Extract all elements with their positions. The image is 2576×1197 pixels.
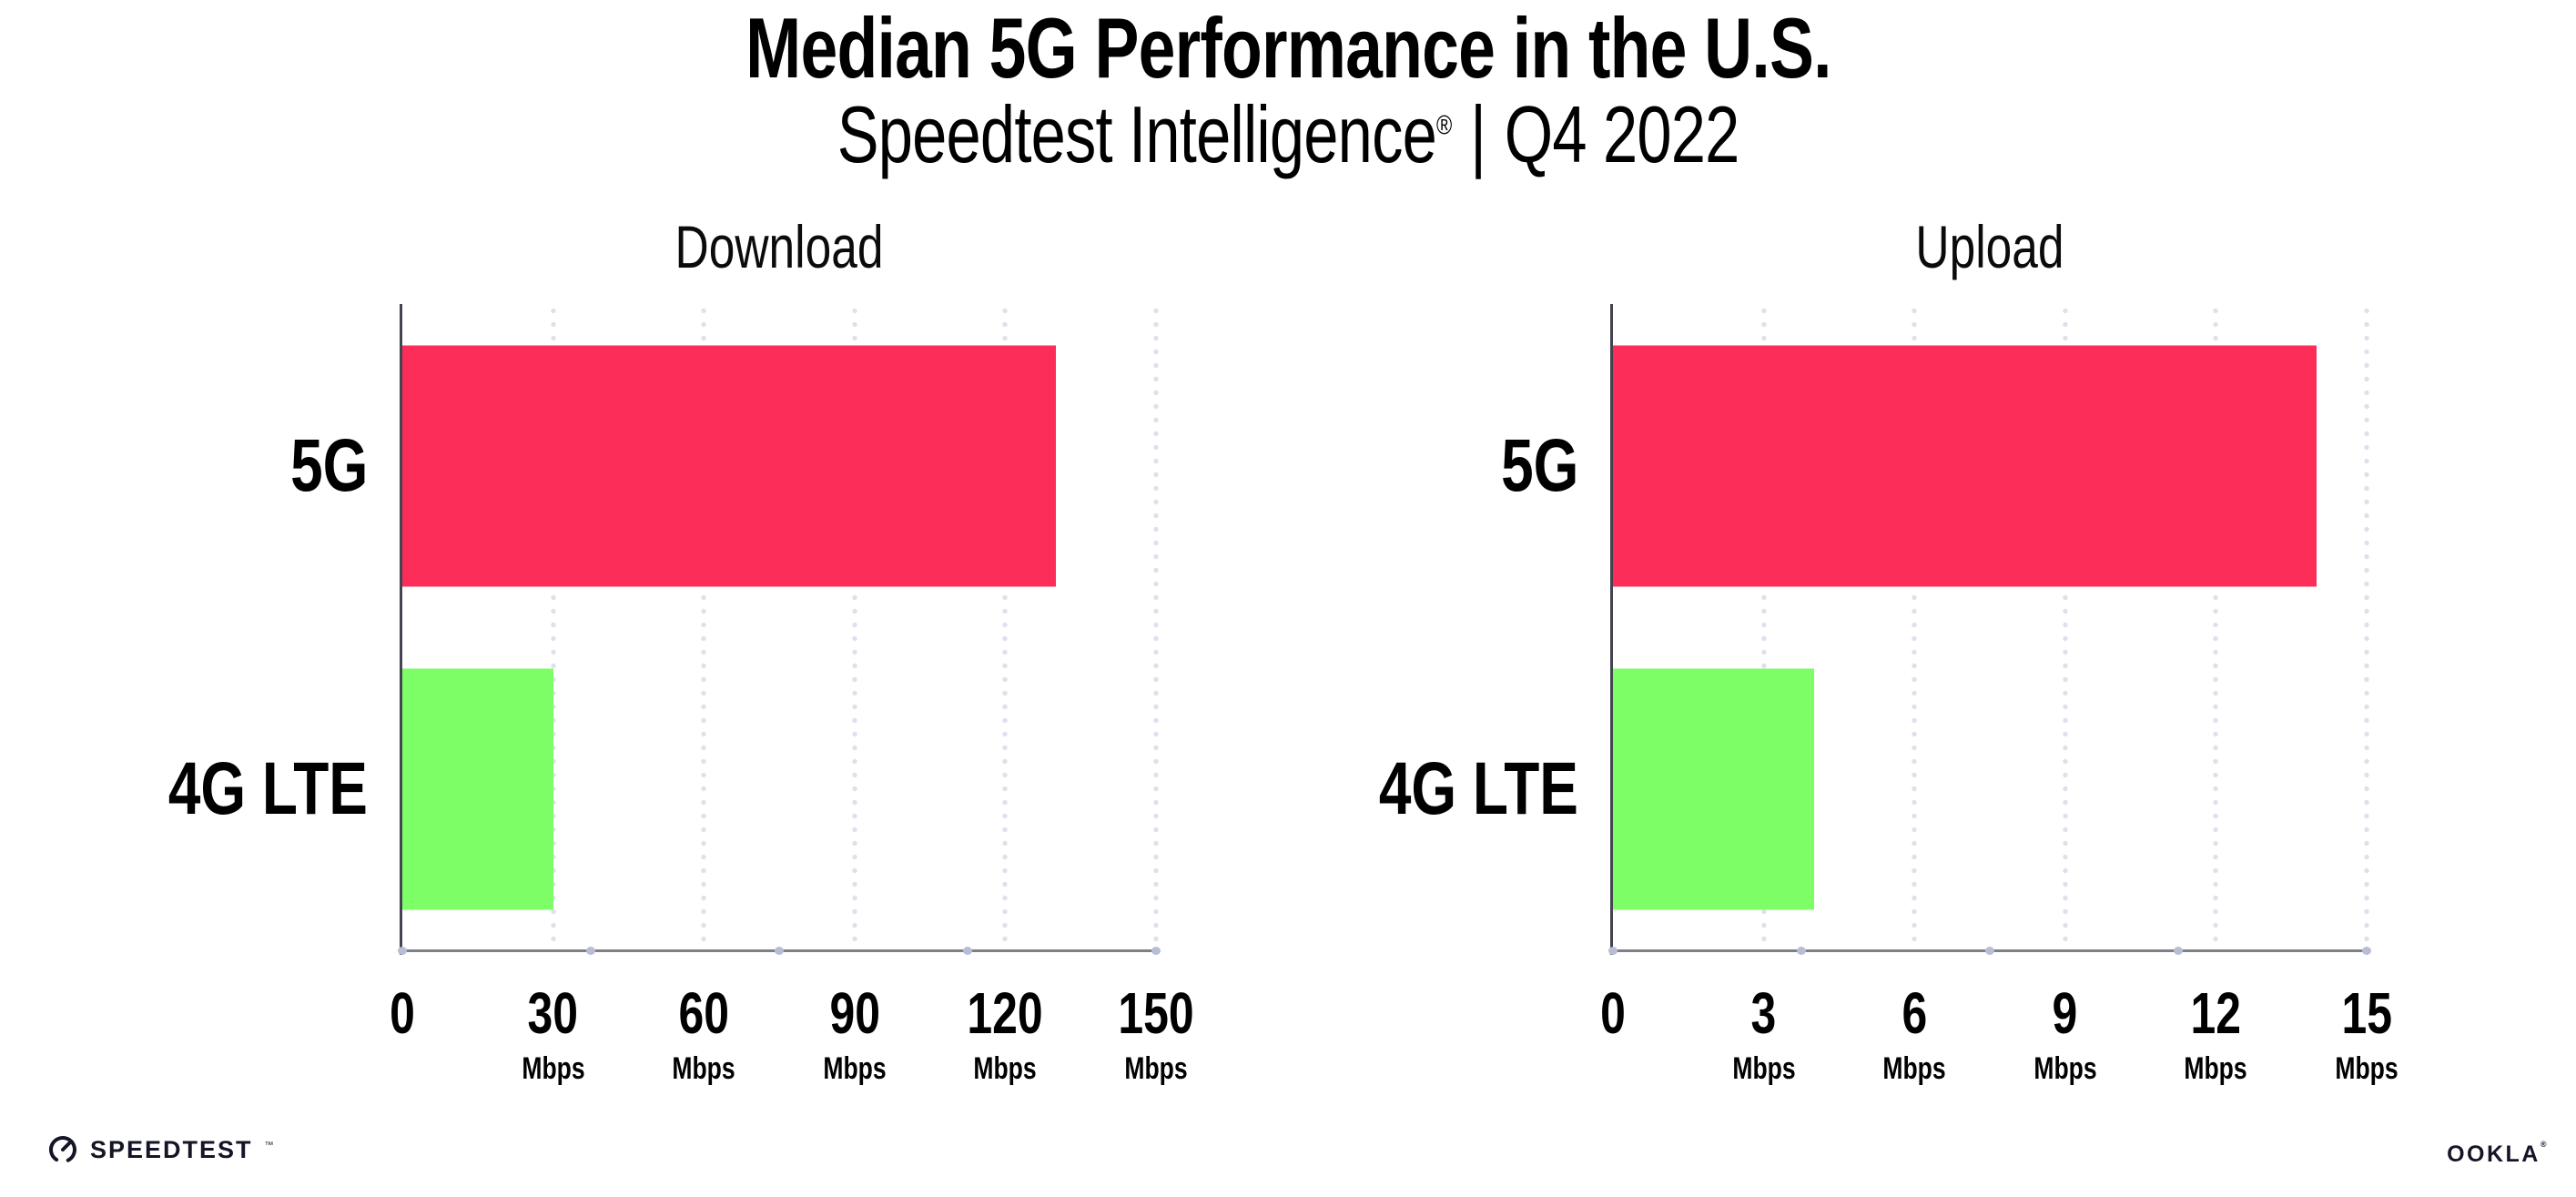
x-tick-90-download: 90 Mbps xyxy=(814,984,895,1084)
x-tick-value: 9 xyxy=(2052,980,2078,1046)
gridline-90-download xyxy=(851,304,857,951)
y-axis-line-upload xyxy=(1610,304,1613,955)
page-subtitle: Speedtest Intelligence® | Q4 2022 xyxy=(0,95,2576,175)
category-label-5g-upload: 5G xyxy=(1479,423,1578,507)
x-tick-value: 6 xyxy=(1902,980,1928,1046)
gridline-9-upload xyxy=(2062,304,2068,951)
x-tick-value: 3 xyxy=(1750,980,1777,1046)
x-tick-6-upload: 6 Mbps xyxy=(1874,984,1955,1084)
trademark-symbol: ™ xyxy=(264,1141,274,1151)
category-label-text: 4G LTE xyxy=(167,747,368,831)
x-tick-30-download: 30 Mbps xyxy=(512,984,593,1084)
speedtest-logo: SPEEDTEST ™ xyxy=(47,1134,274,1165)
axis-tick-dot xyxy=(1151,947,1161,955)
x-tick-unit: Mbps xyxy=(823,1051,887,1086)
x-tick-150-download: 150 Mbps xyxy=(1108,984,1205,1084)
page-title-text: Median 5G Performance in the U.S. xyxy=(745,0,1831,96)
ookla-logo: OOKLA® xyxy=(2447,1140,2549,1167)
x-tick-3-upload: 3 Mbps xyxy=(1723,984,1804,1084)
page-title: Median 5G Performance in the U.S. xyxy=(0,5,2576,91)
axis-tick-dot xyxy=(1608,947,1618,955)
x-tick-value: 60 xyxy=(678,980,729,1046)
registered-mark: ® xyxy=(1435,110,1452,141)
category-label-4g-lte-download: 4G LTE xyxy=(112,752,368,827)
download-plot-area xyxy=(398,304,1161,955)
x-tick-60-download: 60 Mbps xyxy=(664,984,745,1084)
x-tick-value: 120 xyxy=(967,980,1044,1046)
x-tick-unit: Mbps xyxy=(2033,1051,2097,1086)
ookla-wordmark: OOKLA xyxy=(2447,1141,2541,1167)
gridline-30-download xyxy=(550,304,556,951)
x-tick-unit: Mbps xyxy=(1882,1051,1946,1086)
axis-tick-dot xyxy=(1797,947,1806,955)
x-tick-0-upload: 0 xyxy=(1597,984,1629,1042)
axis-tick-dot xyxy=(2362,947,2371,955)
x-tick-value: 15 xyxy=(2341,980,2392,1046)
bar-4g-lte-download xyxy=(402,668,553,910)
gridline-15-upload xyxy=(2364,304,2369,951)
gridline-6-upload xyxy=(1912,304,1918,951)
bar-5g-download xyxy=(402,345,1056,587)
x-tick-unit: Mbps xyxy=(2184,1051,2248,1086)
download-chart-title: Download xyxy=(674,213,884,280)
x-tick-unit: Mbps xyxy=(1731,1051,1796,1086)
axis-tick-dot xyxy=(963,947,972,955)
x-tick-unit: Mbps xyxy=(521,1051,585,1086)
x-tick-unit: Mbps xyxy=(1124,1051,1188,1086)
axis-tick-dot xyxy=(586,947,595,955)
speedtest-wordmark: SPEEDTEST xyxy=(90,1135,253,1163)
download-chart: Download 5G 4G LTE 0 30 Mbps 60 Mbps 90 Mbps 120 M… xyxy=(168,217,1194,1084)
speedtest-gauge-icon xyxy=(49,1136,76,1163)
bar-5g-upload xyxy=(1613,345,2317,587)
category-label-text: 5G xyxy=(289,423,368,507)
x-tick-9-upload: 9 Mbps xyxy=(2024,984,2105,1084)
bar-4g-lte-upload xyxy=(1613,668,1814,910)
category-label-text: 5G xyxy=(1500,423,1578,507)
x-tick-unit: Mbps xyxy=(973,1051,1038,1086)
gridline-150-download xyxy=(1153,304,1159,951)
x-tick-0-download: 0 xyxy=(386,984,419,1042)
upload-plot-area xyxy=(1608,304,2371,955)
category-label-5g-download: 5G xyxy=(269,423,368,507)
subtitle-separator: | xyxy=(1469,89,1486,179)
gridline-120-download xyxy=(1002,304,1009,951)
x-tick-value: 150 xyxy=(1118,980,1194,1046)
x-tick-unit: Mbps xyxy=(672,1051,735,1086)
x-tick-value: 30 xyxy=(527,980,579,1046)
x-tick-15-upload: 15 Mbps xyxy=(2327,984,2408,1084)
category-label-4g-lte-upload: 4G LTE xyxy=(1323,752,1578,827)
axis-tick-dot xyxy=(1985,947,1994,955)
axis-tick-dot xyxy=(775,947,784,955)
x-tick-12-upload: 12 Mbps xyxy=(2175,984,2257,1084)
page-subtitle-text: Speedtest Intelligence® | Q4 2022 xyxy=(837,95,1740,175)
upload-chart-title: Upload xyxy=(1915,213,2064,280)
gridline-12-upload xyxy=(2213,304,2219,951)
registered-symbol: ® xyxy=(2540,1140,2549,1149)
upload-chart: Upload 5G 4G LTE 0 3 Mbps 6 Mbps 9 Mbps 12 Mbps 15 M… xyxy=(1379,217,2399,1084)
x-tick-value: 0 xyxy=(1600,980,1626,1046)
subtitle-brand: Speedtest Intelligence xyxy=(837,89,1437,179)
subtitle-period: Q4 2022 xyxy=(1504,89,1740,179)
y-axis-line-download xyxy=(400,304,402,955)
x-tick-unit: Mbps xyxy=(2335,1051,2399,1086)
axis-tick-dot xyxy=(398,947,407,955)
x-tick-value: 12 xyxy=(2190,980,2242,1046)
x-tick-value: 0 xyxy=(390,980,415,1046)
gridline-3-upload xyxy=(1760,304,1767,951)
gridline-60-download xyxy=(701,304,707,951)
axis-tick-dot xyxy=(2174,947,2183,955)
x-tick-120-download: 120 Mbps xyxy=(957,984,1054,1084)
x-tick-value: 90 xyxy=(829,980,880,1046)
category-label-text: 4G LTE xyxy=(1378,747,1578,831)
